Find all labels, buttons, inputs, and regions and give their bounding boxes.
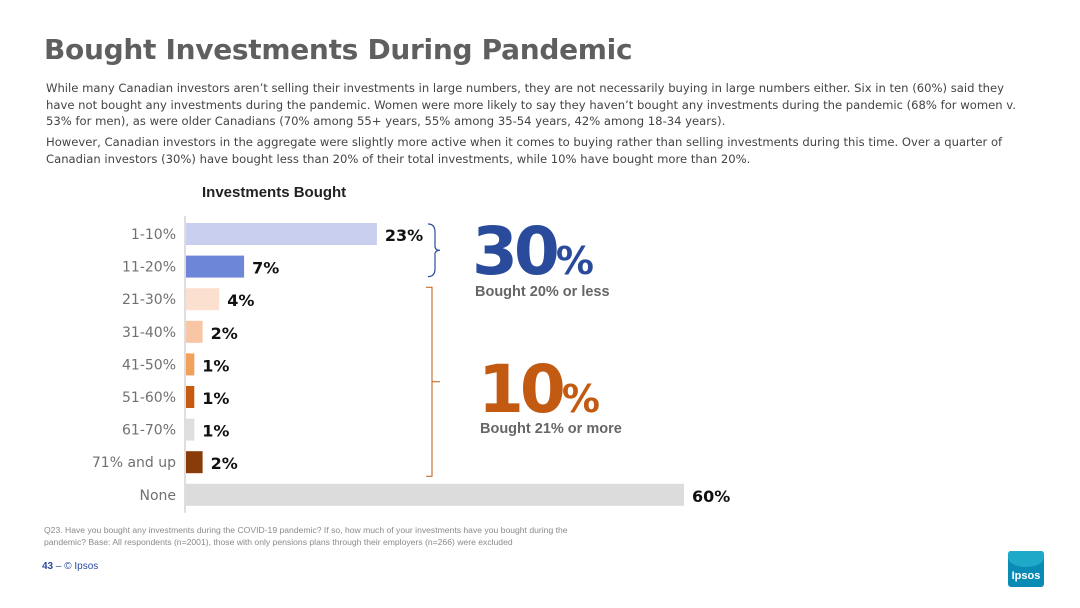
intro-paragraph: While many Canadian investors aren’t sel… — [46, 81, 1016, 128]
copyright-text: © Ipsos — [64, 561, 99, 572]
page-footer: 43 – © Ipsos — [42, 561, 98, 572]
chart-title: Investments Bought — [202, 184, 347, 201]
value-label: 60% — [692, 487, 730, 506]
bar — [186, 223, 377, 245]
value-label: 2% — [211, 454, 238, 473]
bar — [186, 320, 203, 343]
page-title: Bought Investments During Pandemic — [44, 33, 633, 66]
bar — [186, 386, 195, 408]
callout-10-label: Bought 21% or more — [480, 421, 622, 437]
summary-paragraph: However, Canadian investors in the aggre… — [46, 135, 1003, 166]
callout-percent-sign: % — [555, 239, 594, 283]
bracket-21-or-more — [426, 286, 440, 477]
category-label: 21-30% — [122, 292, 176, 308]
bar — [186, 353, 195, 376]
bar — [186, 288, 220, 311]
callout-number: 10 — [478, 351, 566, 428]
value-label: 1% — [202, 389, 229, 408]
category-label: 11-20% — [122, 260, 176, 276]
category-label: 71% and up — [92, 455, 176, 471]
category-label: None — [139, 488, 176, 504]
value-label: 7% — [252, 259, 279, 278]
logo-text: Ipsos — [1011, 570, 1041, 582]
callout-30-number: 30% — [472, 219, 594, 285]
category-label: 1-10% — [131, 227, 176, 243]
bar — [186, 418, 195, 441]
category-label: 61-70% — [122, 423, 176, 439]
value-label: 1% — [202, 422, 229, 441]
callout-30-label: Bought 20% or less — [475, 284, 610, 300]
value-label: 23% — [385, 226, 423, 245]
bar — [186, 483, 684, 506]
callout-number: 30 — [472, 213, 560, 290]
logo-highlight — [1008, 551, 1044, 567]
footer-separator: – — [55, 561, 62, 572]
bar — [186, 451, 203, 474]
bracket-20-or-less — [427, 223, 441, 278]
callout-percent-sign: % — [561, 377, 600, 421]
bar — [186, 255, 245, 278]
category-label: 51-60% — [122, 390, 176, 406]
value-label: 4% — [227, 291, 254, 310]
callout-10-number: 10% — [478, 357, 600, 423]
category-label: 41-50% — [122, 357, 176, 373]
value-label: 2% — [211, 324, 238, 343]
value-label: 1% — [202, 356, 229, 375]
category-label: 31-40% — [122, 325, 176, 341]
ipsos-logo: Ipsos — [1008, 551, 1044, 587]
page-number: 43 — [42, 561, 54, 572]
question-footnote: Q23. Have you bought any investments dur… — [44, 525, 568, 547]
